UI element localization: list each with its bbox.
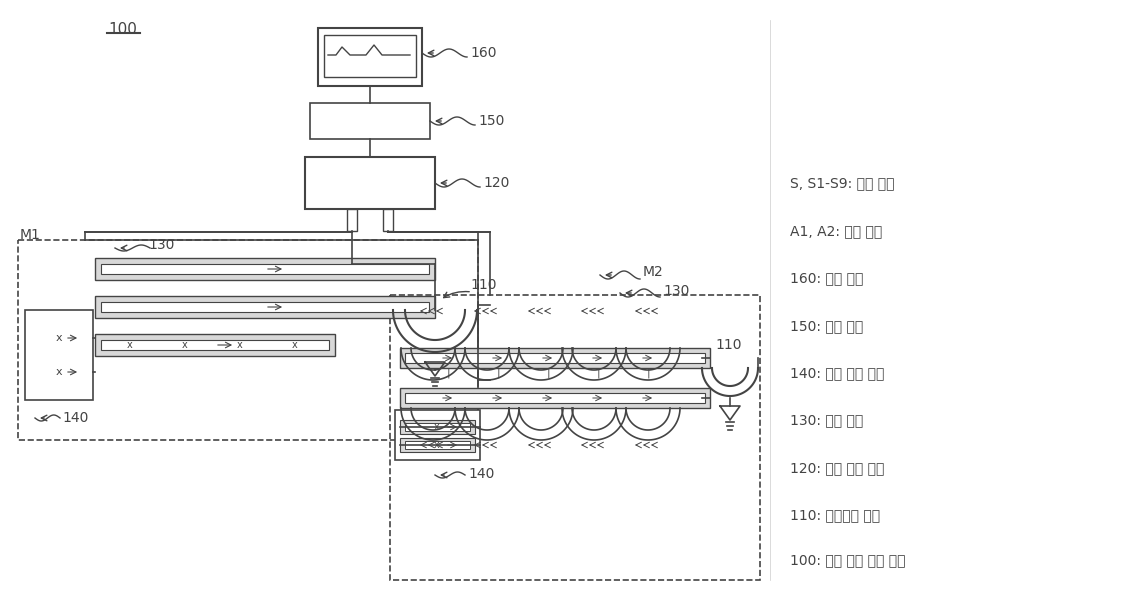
Text: M2: M2: [643, 265, 663, 279]
Bar: [347, 209, 357, 231]
Text: x: x: [292, 340, 298, 350]
Bar: [405, 393, 705, 403]
Text: |: |: [596, 368, 600, 378]
Text: 120: 누설 감지 유닛: 120: 누설 감지 유닛: [790, 461, 885, 475]
Bar: [310, 103, 430, 139]
Bar: [405, 441, 470, 449]
Text: x: x: [182, 340, 188, 350]
Bar: [25, 310, 93, 400]
Bar: [95, 334, 335, 356]
Bar: [390, 295, 760, 580]
Bar: [101, 264, 429, 274]
Text: 110: 110: [470, 278, 497, 292]
Text: 150: 150: [478, 114, 504, 128]
Bar: [400, 420, 475, 434]
Text: |: |: [496, 368, 499, 378]
Bar: [400, 388, 710, 408]
Bar: [400, 348, 710, 368]
Text: 140: 140: [62, 411, 89, 425]
Bar: [95, 296, 435, 318]
Text: A1, A2: 압축 공기: A1, A2: 압축 공기: [790, 224, 882, 238]
Bar: [318, 28, 422, 86]
Text: S, S1-S9: 공기 시로: S, S1-S9: 공기 시로: [790, 176, 895, 190]
Text: |: |: [646, 368, 650, 378]
Text: 100: 누설 위치 감지 장치: 100: 누설 위치 감지 장치: [790, 553, 905, 567]
Bar: [95, 258, 435, 280]
Text: |: |: [446, 368, 450, 378]
Text: x: x: [237, 340, 243, 350]
Text: x: x: [128, 340, 133, 350]
Text: x: x: [56, 367, 63, 377]
Text: 100: 100: [108, 22, 137, 37]
Text: 120: 120: [483, 176, 510, 190]
Bar: [101, 302, 429, 312]
Bar: [324, 35, 416, 77]
Text: 150: 제어 유닛: 150: 제어 유닛: [790, 319, 863, 333]
Text: 110: 벤추리관 유닛: 110: 벤추리관 유닛: [790, 508, 880, 522]
Text: 140: 140: [469, 467, 495, 481]
Text: 130: 130: [148, 238, 174, 252]
Text: 130: 130: [663, 284, 690, 298]
Text: x: x: [56, 333, 63, 343]
Text: x: x: [434, 440, 440, 450]
Bar: [383, 209, 393, 231]
Text: 140: 공기 공급 유닛: 140: 공기 공급 유닛: [790, 366, 885, 380]
Text: 130: 이송 유닛: 130: 이송 유닛: [790, 413, 863, 427]
Bar: [405, 353, 705, 363]
Bar: [400, 438, 475, 452]
Bar: [394, 410, 480, 460]
Text: x: x: [434, 422, 440, 432]
Text: 160: 출력 유닛: 160: 출력 유닛: [790, 271, 863, 285]
Text: 160: 160: [470, 46, 497, 60]
Text: M1: M1: [21, 228, 41, 242]
Bar: [101, 340, 329, 350]
Text: 110: 110: [715, 338, 741, 352]
Bar: [405, 423, 470, 431]
Bar: [306, 157, 435, 209]
Bar: [18, 240, 478, 440]
Text: |: |: [546, 368, 549, 378]
